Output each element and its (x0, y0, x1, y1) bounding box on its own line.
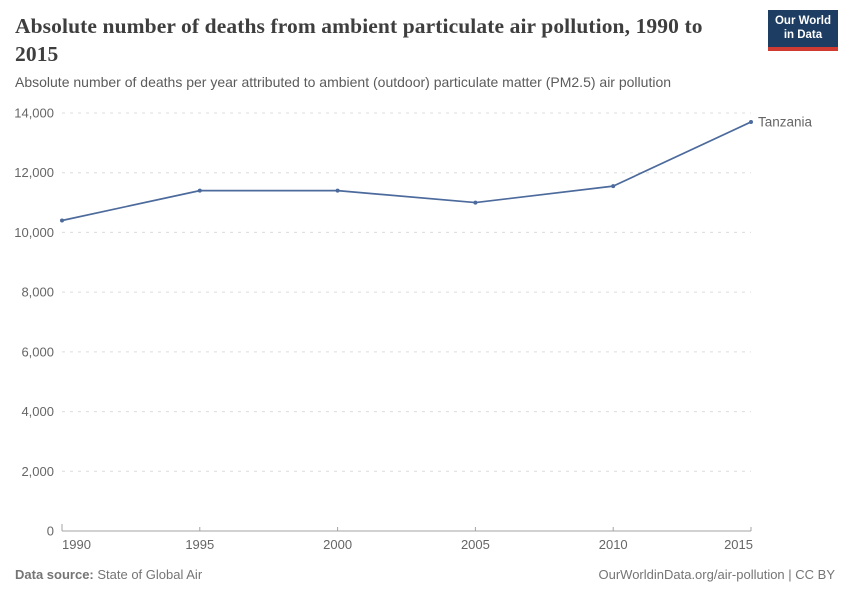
y-tick-label: 8,000 (21, 285, 54, 300)
y-tick-label: 6,000 (21, 344, 54, 359)
y-tick-label: 4,000 (21, 404, 54, 419)
data-point[interactable] (749, 119, 753, 124)
data-point[interactable] (473, 200, 478, 205)
chart-svg[interactable]: 0 2,000 4,000 6,000 8,000 10,000 12,000 14,000 1… (0, 100, 850, 560)
y-tick-label: 14,000 (14, 106, 54, 121)
data-point[interactable] (335, 188, 340, 193)
y-tick-label: 10,000 (14, 225, 54, 240)
entity-label[interactable]: Tanzania (758, 114, 813, 129)
chart-footer: Data source: State of Global Air OurWorl… (15, 567, 835, 582)
license-url: OurWorldinData.org/air-pollution | CC BY (598, 567, 835, 582)
chart-subtitle: Absolute number of deaths per year attri… (15, 74, 672, 90)
page-title: Absolute number of deaths from ambient p… (15, 14, 703, 66)
data-source: Data source: State of Global Air (15, 567, 202, 582)
x-tick-label: 1990 (62, 537, 91, 552)
data-line[interactable] (61, 121, 752, 222)
data-point[interactable] (60, 218, 64, 223)
y-tick-label: 2,000 (21, 464, 54, 479)
data-source-label: Data source: (15, 567, 94, 582)
data-source-value: State of Global Air (93, 567, 203, 582)
x-tick-label: 1995 (185, 537, 214, 552)
x-tick-label: 2010 (599, 537, 628, 552)
x-tick-label: 2015 (724, 537, 753, 552)
owid-logo-line1: Our World (774, 15, 831, 27)
x-tick-label: 2000 (323, 537, 352, 552)
data-point[interactable] (197, 188, 202, 193)
owid-logo-line2: in Data (783, 28, 823, 41)
x-tick-label: 2005 (461, 537, 490, 552)
y-tick-label: 0 (47, 524, 54, 539)
y-tick-label: 12,000 (14, 165, 54, 180)
owid-logo[interactable]: Our World in Data (767, 10, 838, 51)
data-point[interactable] (611, 184, 616, 189)
